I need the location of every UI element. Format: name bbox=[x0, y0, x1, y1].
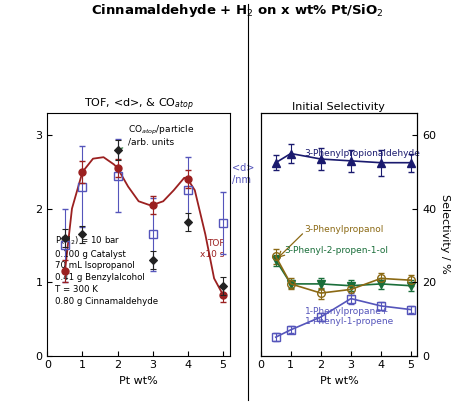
Text: Cinnamaldehyde + H$_2$ on x wt% Pt/SiO$_2$: Cinnamaldehyde + H$_2$ on x wt% Pt/SiO$_… bbox=[91, 2, 383, 19]
Text: 1-Phenylpropane+
1-Phenyl-1-propene: 1-Phenylpropane+ 1-Phenyl-1-propene bbox=[304, 307, 394, 326]
Text: 3-Phenyl-2-propen-1-ol: 3-Phenyl-2-propen-1-ol bbox=[284, 246, 388, 255]
X-axis label: Pt wt%: Pt wt% bbox=[319, 376, 358, 386]
Text: 3-Phenylpropionaldehyde: 3-Phenylpropionaldehyde bbox=[304, 149, 420, 158]
X-axis label: Pt wt%: Pt wt% bbox=[119, 376, 158, 386]
Title: Initial Selectivity: Initial Selectivity bbox=[292, 102, 385, 112]
Text: TOF
x10 s: TOF x10 s bbox=[200, 239, 224, 259]
Text: CO$_{atop}$/particle
/arb. units: CO$_{atop}$/particle /arb. units bbox=[116, 123, 194, 151]
Text: 3-Phenylpropanol: 3-Phenylpropanol bbox=[304, 225, 384, 234]
Text: <d>
/nm: <d> /nm bbox=[232, 163, 254, 185]
Y-axis label: Selectivity / %: Selectivity / % bbox=[440, 194, 450, 274]
Text: P(H$_2$) = 10 bar
0.100 g Catalyst
70 mL Isopropanol
0.41 g Benzylalcohol
T = 30: P(H$_2$) = 10 bar 0.100 g Catalyst 70 mL… bbox=[55, 234, 158, 306]
Title: TOF, <d>, & CO$_{atop}$: TOF, <d>, & CO$_{atop}$ bbox=[84, 97, 193, 113]
